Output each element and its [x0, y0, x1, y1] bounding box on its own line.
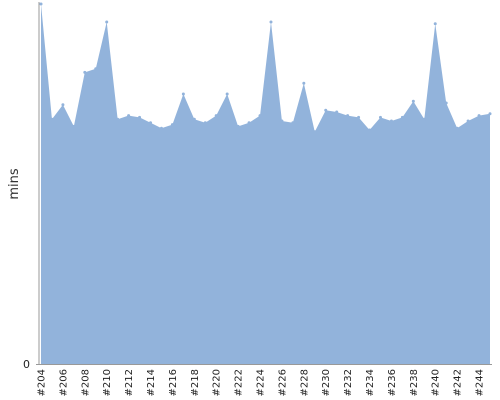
data-point-232	[346, 114, 350, 118]
y-axis-label: mins	[7, 168, 22, 200]
x-tick-label: #230	[321, 369, 332, 396]
data-point-228	[302, 81, 306, 85]
x-tick-label: #204	[37, 369, 48, 396]
x-tick-label: #218	[190, 369, 201, 396]
data-point-209	[94, 67, 98, 71]
data-point-235	[378, 115, 382, 119]
y-tick-label-0: 0	[23, 358, 30, 371]
data-point-211	[116, 117, 120, 121]
data-point-213	[138, 115, 142, 119]
data-point-219	[203, 121, 207, 125]
data-point-230	[324, 108, 328, 112]
x-tick-label: #234	[365, 369, 376, 396]
data-point-205	[50, 117, 54, 121]
data-point-215	[159, 126, 163, 130]
data-point-222	[236, 124, 240, 128]
x-tick-label: #238	[409, 369, 420, 396]
data-point-239	[422, 117, 426, 121]
x-tick-label: #228	[299, 369, 310, 396]
data-point-245	[488, 112, 492, 116]
x-tick-label: #232	[343, 369, 354, 396]
data-point-214	[149, 121, 153, 125]
data-point-223	[247, 121, 251, 125]
x-tick-label: #244	[475, 369, 486, 396]
data-point-227	[291, 121, 295, 125]
data-point-206	[61, 103, 65, 107]
data-point-234	[368, 128, 372, 132]
data-point-210	[105, 20, 109, 24]
x-tick-label: #236	[387, 369, 398, 396]
data-point-243	[466, 119, 470, 123]
data-point-224	[258, 114, 262, 118]
data-point-217	[181, 92, 185, 96]
plot-area	[39, 2, 492, 364]
data-point-216	[170, 123, 174, 127]
area-series	[41, 4, 490, 364]
x-tick-label: #208	[80, 369, 91, 396]
x-tick-label: #210	[102, 369, 113, 396]
data-point-236	[389, 119, 393, 123]
data-point-226	[280, 119, 284, 123]
data-point-220	[214, 114, 218, 118]
data-point-207	[72, 124, 76, 128]
data-point-241	[444, 101, 448, 105]
data-point-244	[477, 114, 481, 118]
x-tick-label: #216	[168, 369, 179, 396]
x-tick-label: #226	[277, 369, 288, 396]
x-tick-label: #222	[234, 369, 245, 396]
data-point-204	[39, 2, 43, 6]
data-point-231	[335, 110, 339, 114]
x-tick-label: #212	[124, 369, 135, 396]
data-point-233	[357, 115, 361, 119]
data-point-225	[269, 20, 273, 24]
x-tick-label: #220	[212, 369, 223, 396]
data-point-238	[411, 99, 415, 103]
data-point-240	[433, 22, 437, 26]
data-point-242	[455, 126, 459, 130]
x-tick-label: #206	[58, 369, 69, 396]
data-point-221	[225, 92, 229, 96]
x-tick-label: #240	[431, 369, 442, 396]
data-point-237	[400, 115, 404, 119]
x-tick-label: #224	[256, 369, 267, 396]
data-point-208	[83, 70, 87, 74]
data-point-229	[313, 130, 317, 134]
x-tick-labels: #204 #206 #208 #210 #212 #214 #216 #218 #220 #222…	[37, 369, 486, 396]
data-point-212	[127, 114, 131, 118]
x-tick-label: #214	[146, 369, 157, 396]
data-point-218	[192, 117, 196, 121]
x-tick-label: #242	[453, 369, 464, 396]
